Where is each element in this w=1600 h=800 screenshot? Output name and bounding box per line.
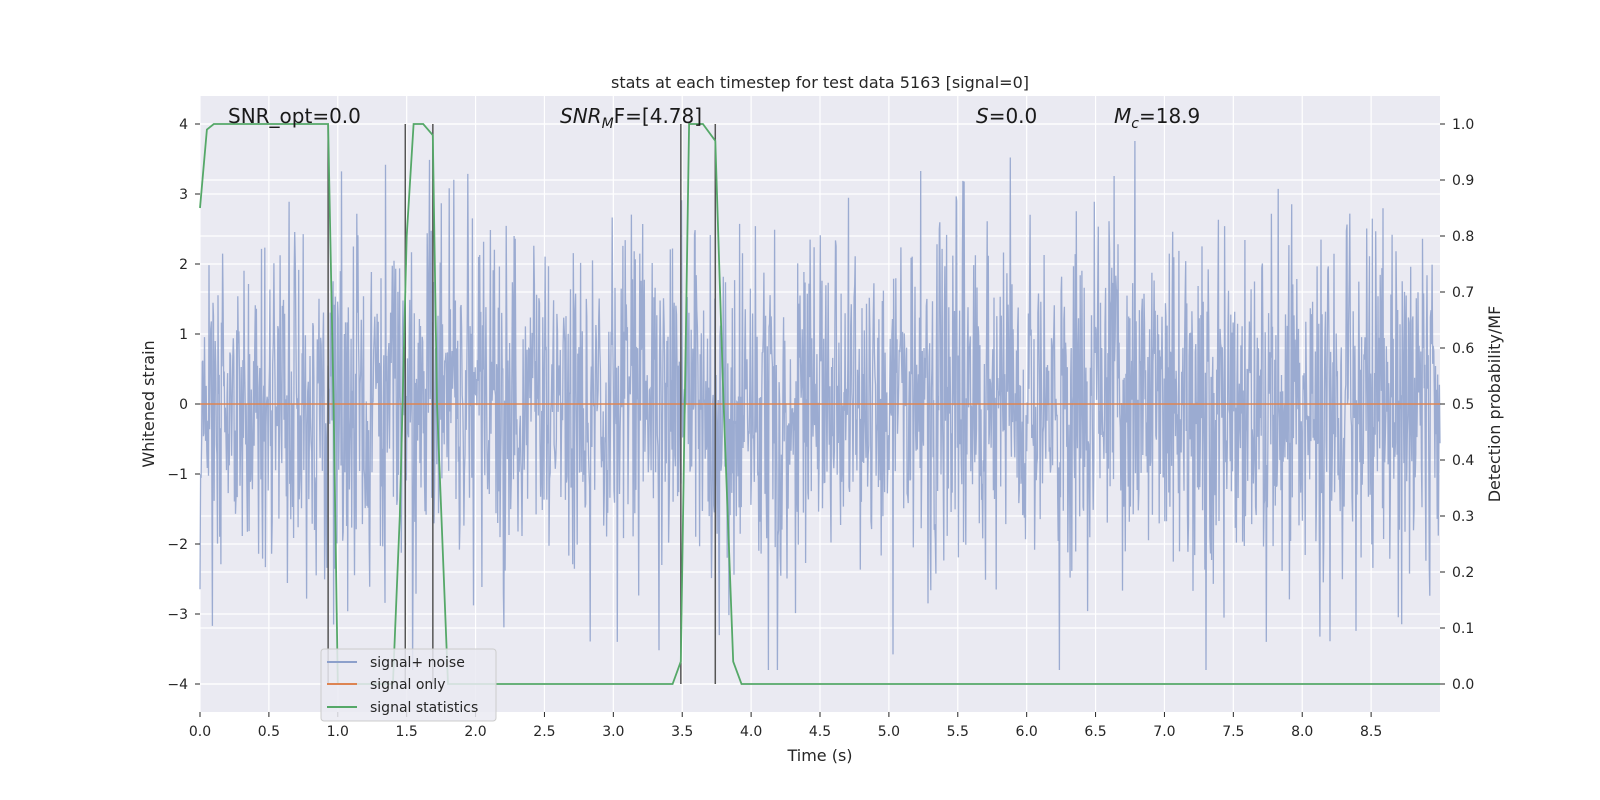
x-tick-label: 1.5: [396, 724, 418, 740]
y-tick-label: −4: [167, 677, 188, 693]
noise-line: [199, 140, 1441, 671]
annotation-snr-mf-base: SNR: [560, 104, 602, 128]
y-tick-label: −3: [167, 607, 188, 623]
legend-label-noise: signal+ noise: [370, 655, 465, 671]
legend-label-stats: signal statistics: [370, 700, 478, 716]
y-axis-label: Whitened strain: [139, 340, 158, 467]
y-tick-label: 4: [179, 117, 188, 133]
legend: signal+ noise signal only signal statist…: [320, 648, 497, 722]
y-tick-label: 1: [179, 327, 188, 343]
x-tick-label: 0.0: [189, 724, 211, 740]
y-tick-label-right: 0.0: [1452, 677, 1474, 693]
x-tick-label: 1.0: [327, 724, 349, 740]
x-tick-label: 3.5: [671, 724, 693, 740]
x-tick-label: 2.0: [464, 724, 486, 740]
legend-box: [320, 648, 497, 722]
x-tick-label: 7.5: [1222, 724, 1244, 740]
y-tick-label-right: 0.8: [1452, 229, 1474, 245]
y-tick-label-right: 0.4: [1452, 453, 1474, 469]
annotation-snr-mf-sub: M: [602, 116, 614, 132]
y-tick-label: 0: [179, 397, 188, 413]
annotation-s-value: =0.0: [989, 104, 1038, 128]
annotation-mc-base: M: [1114, 104, 1131, 128]
y-ticks: 4 3 2 1 0 −1 −2 −3 −4: [167, 117, 200, 693]
x-tick-label: 6.5: [1084, 724, 1106, 740]
stats-line: [199, 123, 1440, 685]
y-tick-label: 2: [179, 257, 188, 273]
x-tick-label: 5.5: [947, 724, 969, 740]
legend-label-signal: signal only: [370, 677, 445, 693]
annotation-snr-mf-value: F=[4.78]: [614, 104, 702, 128]
y-tick-label-right: 0.1: [1452, 621, 1474, 637]
annotation-mc-sub: c: [1131, 116, 1139, 132]
x-tick-label: 4.0: [740, 724, 762, 740]
x-tick-label: 5.0: [878, 724, 900, 740]
vertical-lines: [327, 124, 717, 684]
annotation-snr-opt: SNR_opt=0.0: [228, 104, 361, 128]
annotation-s-base: S: [976, 104, 989, 128]
x-ticks: 0.0 0.5 1.0 1.5 2.0 2.5 3.0 3.5 4.0 4.5 5.0 5.5 6.0 6…: [189, 712, 1382, 740]
x-tick-label: 6.0: [1016, 724, 1038, 740]
y-tick-label: 3: [179, 187, 188, 203]
x-tick-label: 3.0: [602, 724, 624, 740]
annotation-mc-value: =18.9: [1139, 104, 1200, 128]
y-tick-label-right: 0.7: [1452, 285, 1474, 301]
y-tick-label-right: 0.2: [1452, 565, 1474, 581]
x-tick-label: 7.0: [1153, 724, 1175, 740]
x-tick-label: 2.5: [533, 724, 555, 740]
y-tick-label-right: 0.9: [1452, 173, 1474, 189]
x-tick-label: 8.5: [1360, 724, 1382, 740]
signal-noise-series: [199, 140, 1441, 671]
y-ticks-right: 1.0 0.9 0.8 0.7 0.6 0.5 0.4 0.3 0.2 0.1 0.0: [1440, 117, 1474, 693]
y-tick-label-right: 0.3: [1452, 509, 1474, 525]
signal-statistics-series: [199, 123, 1440, 685]
y-tick-label-right: 1.0: [1452, 117, 1474, 133]
x-axis-label: Time (s): [786, 746, 852, 765]
x-tick-label: 8.0: [1291, 724, 1313, 740]
annotation-mc: Mc=18.9: [1114, 104, 1200, 132]
chart-title: stats at each timestep for test data 516…: [611, 73, 1029, 92]
annotation-snr-mf: SNRMF=[4.78]: [560, 104, 702, 132]
y-tick-label: −2: [167, 537, 188, 553]
y-axis-label-right: Detection probability/MF: [1485, 306, 1504, 503]
annotation-s: S=0.0: [976, 104, 1037, 128]
y-tick-label-right: 0.5: [1452, 397, 1474, 413]
x-tick-label: 0.5: [258, 724, 280, 740]
y-tick-label-right: 0.6: [1452, 341, 1474, 357]
x-tick-label: 4.5: [809, 724, 831, 740]
y-tick-label: −1: [167, 467, 188, 483]
